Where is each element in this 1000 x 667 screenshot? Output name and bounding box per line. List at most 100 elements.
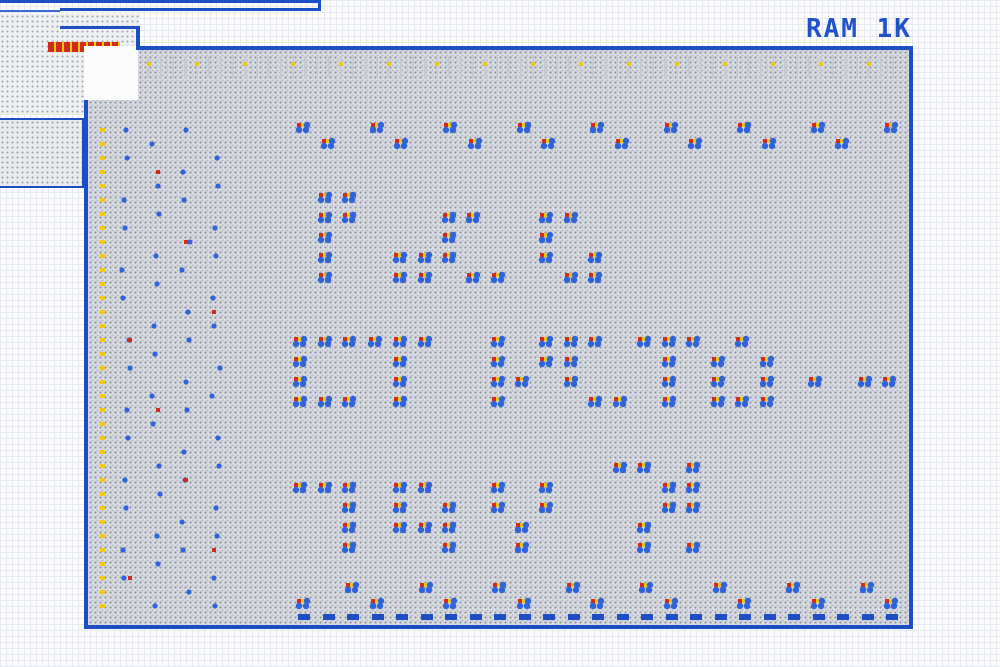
- bottom-row-cell-yellow: [448, 599, 452, 603]
- top-row-cell-dot-a: [442, 126, 450, 134]
- bottom-connector: [298, 614, 310, 620]
- bottom-row-cell-red: [591, 599, 595, 603]
- column-header-led: [339, 62, 343, 66]
- message-cell-dot-b: [324, 486, 332, 494]
- message-cell-yellow: [423, 337, 427, 341]
- top-bus-wire: [0, 0, 320, 3]
- message-cell-red: [663, 397, 667, 401]
- message-cell-yellow: [298, 357, 302, 361]
- decoder-bit: [128, 576, 132, 580]
- message-cell-red: [419, 253, 423, 257]
- row-select-led: [100, 170, 105, 174]
- message-cell-red: [319, 233, 323, 237]
- message-cell-dot-c: [546, 355, 554, 363]
- message-cell-yellow: [667, 483, 671, 487]
- message-cell-dot-b: [766, 360, 774, 368]
- message-cell-dot-c: [595, 271, 603, 279]
- message-cell-dot-a: [685, 486, 693, 494]
- message-cell-yellow: [691, 483, 695, 487]
- message-cell-dot-b: [299, 400, 307, 408]
- column-header-tick: [436, 56, 438, 78]
- message-cell-dot-b: [399, 276, 407, 284]
- top-row2-cell-dot-b: [621, 142, 629, 150]
- message-cell-dot-c: [865, 375, 873, 383]
- message-cell-dot-b: [692, 546, 700, 554]
- message-cell-red: [467, 213, 471, 217]
- bottom-row2-cell-yellow: [350, 583, 354, 587]
- column-header-tick: [568, 56, 570, 78]
- bottom-row-cell-dot-a: [883, 602, 891, 610]
- message-cell-dot-a: [490, 340, 498, 348]
- top-row2-cell-red: [616, 139, 620, 143]
- message-cell-yellow: [298, 483, 302, 487]
- decoder-cell: [212, 225, 218, 231]
- decoder-cell: [153, 253, 159, 259]
- message-cell-yellow: [447, 503, 451, 507]
- message-cell-dot-b: [497, 506, 505, 514]
- row-select-led: [100, 240, 105, 244]
- message-cell-yellow: [740, 337, 744, 341]
- bottom-connector: [813, 614, 825, 620]
- bottom-row2-cell-dot-c: [867, 581, 875, 589]
- decoder-cell: [211, 575, 217, 581]
- message-cell-dot-a: [317, 400, 325, 408]
- column-header-tick: [664, 56, 666, 78]
- message-cell-dot-a: [341, 526, 349, 534]
- message-cell-dot-b: [424, 526, 432, 534]
- column-header-tick: [772, 56, 774, 78]
- message-cell-dot-c: [718, 355, 726, 363]
- message-cell-dot-b: [299, 340, 307, 348]
- message-cell-yellow: [323, 273, 327, 277]
- message-cell-yellow: [423, 523, 427, 527]
- column-header-tick: [292, 56, 294, 78]
- message-cell-yellow: [813, 377, 817, 381]
- top-row-cell-yellow: [375, 123, 379, 127]
- top-row2-cell-yellow: [767, 139, 771, 143]
- message-cell-dot-c: [644, 521, 652, 529]
- message-cell-yellow: [593, 273, 597, 277]
- message-cell-dot-b: [299, 360, 307, 368]
- message-cell-red: [540, 337, 544, 341]
- message-cell-red: [663, 357, 667, 361]
- message-cell-dot-a: [685, 340, 693, 348]
- message-cell-dot-b: [594, 400, 602, 408]
- row-select-led: [100, 548, 105, 552]
- decoder-cell: [120, 547, 126, 553]
- message-cell-dot-b: [717, 380, 725, 388]
- message-cell-dot-a: [465, 276, 473, 284]
- bottom-connector: [347, 614, 359, 620]
- message-cell-dot-c: [449, 501, 457, 509]
- message-cell-yellow: [716, 357, 720, 361]
- row-select-led: [100, 338, 105, 342]
- top-row-cell-dot-c: [891, 121, 899, 129]
- top-row-cell-red: [812, 123, 816, 127]
- message-cell-dot-c: [449, 541, 457, 549]
- message-cell-dot-a: [441, 236, 449, 244]
- message-cell-red: [394, 337, 398, 341]
- column-header-tick: [724, 56, 726, 78]
- message-cell-red: [394, 523, 398, 527]
- message-cell-dot-b: [348, 400, 356, 408]
- top-row-cell-red: [371, 123, 375, 127]
- bottom-connector: [788, 614, 800, 620]
- decoder-cell: [212, 603, 218, 609]
- top-row2-cell-dot-c: [842, 137, 850, 145]
- top-row2-cell-dot-c: [769, 137, 777, 145]
- column-header-tick: [280, 56, 282, 78]
- message-cell-dot-c: [400, 335, 408, 343]
- bottom-row-cell-dot-b: [743, 602, 751, 610]
- message-cell-yellow: [347, 397, 351, 401]
- message-cell-red: [565, 357, 569, 361]
- column-header-tick: [700, 56, 702, 78]
- column-header-tick: [880, 56, 882, 78]
- top-row2-cell-red: [689, 139, 693, 143]
- decoder-cell: [214, 533, 220, 539]
- message-cell-red: [443, 233, 447, 237]
- message-cell-yellow: [765, 377, 769, 381]
- message-cell-yellow: [593, 253, 597, 257]
- message-cell-dot-c: [571, 271, 579, 279]
- message-cell-yellow: [298, 337, 302, 341]
- message-cell-dot-a: [710, 400, 718, 408]
- decoder-cell: [151, 323, 157, 329]
- top-row-cell-dot-a: [295, 126, 303, 134]
